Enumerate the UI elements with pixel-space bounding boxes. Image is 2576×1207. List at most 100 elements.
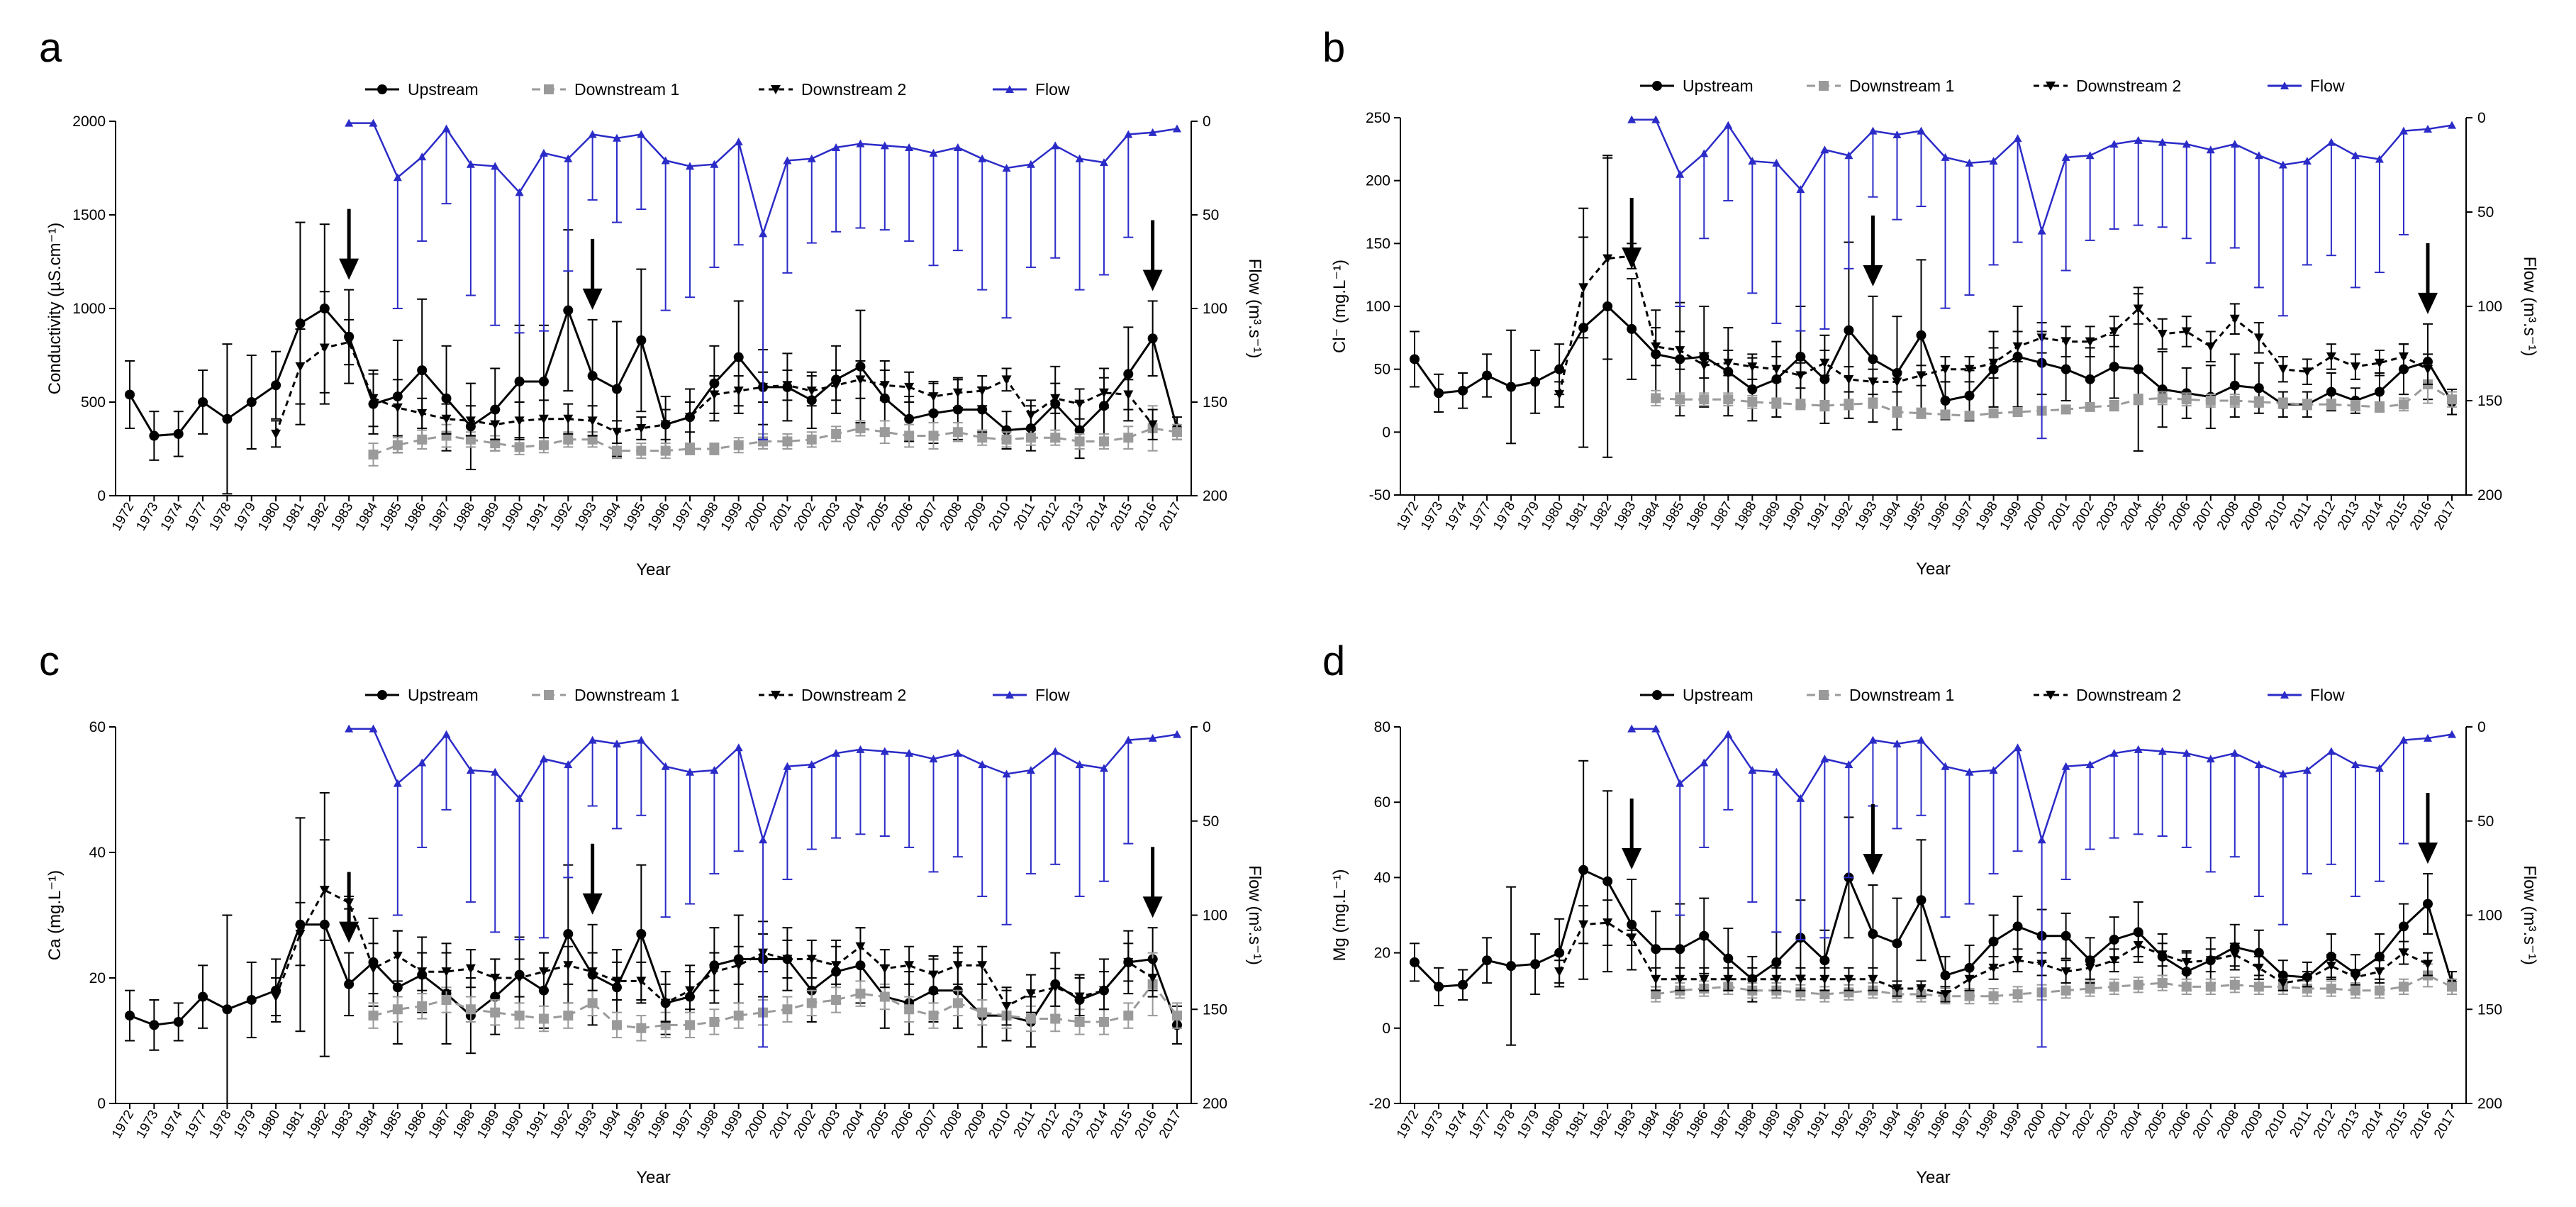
x-axis-label: Year xyxy=(636,560,671,579)
x-tick-label: 1996 xyxy=(1925,1108,1953,1141)
data-point xyxy=(1578,864,1589,875)
data-point xyxy=(832,749,841,757)
data-point xyxy=(611,1020,622,1030)
x-tick-label: 2005 xyxy=(2142,499,2170,533)
data-point xyxy=(2085,984,2095,994)
legend-label: Downstream 2 xyxy=(2076,77,2181,95)
data-point xyxy=(490,438,501,449)
data-point xyxy=(2181,394,2192,405)
data-point xyxy=(2133,304,2143,314)
data-point xyxy=(1699,974,1710,984)
data-point xyxy=(1795,371,1806,381)
data-point xyxy=(1554,390,1565,400)
data-point xyxy=(417,365,428,376)
data-point xyxy=(1124,130,1133,138)
data-point xyxy=(977,404,988,415)
y-tick-label: 60 xyxy=(89,719,106,735)
y-tick-label: 40 xyxy=(89,845,106,861)
data-point xyxy=(709,444,720,454)
legend-label: Upstream xyxy=(408,686,479,704)
x-tick-label: 1998 xyxy=(1973,1108,2001,1141)
series-line xyxy=(1632,118,2453,235)
data-point xyxy=(2012,342,2023,352)
data-point xyxy=(1723,358,1734,368)
data-point xyxy=(929,755,938,763)
x-tick-label: 2011 xyxy=(1011,500,1039,533)
data-point xyxy=(173,428,184,439)
series-flow xyxy=(1627,115,2456,440)
data-point xyxy=(2253,333,2264,343)
data-point xyxy=(1675,779,1685,787)
legend: Upstream Downstream 1 Downstream 2 Flow xyxy=(365,80,1070,99)
data-point xyxy=(1627,933,1637,943)
data-point xyxy=(1074,425,1085,435)
data-point xyxy=(587,434,598,445)
y-tick-label: 100 xyxy=(1366,299,1390,315)
y-tick-label: 60 xyxy=(1374,794,1390,811)
data-point xyxy=(905,749,914,757)
x-tick-label: 1977 xyxy=(1466,499,1494,533)
data-point xyxy=(1796,794,1805,802)
data-point xyxy=(515,794,524,802)
data-point xyxy=(1554,947,1565,958)
y2-tick-label: 200 xyxy=(1203,488,1227,504)
data-point xyxy=(345,724,354,733)
data-point xyxy=(490,1007,501,1018)
x-tick-label: 2002 xyxy=(791,1108,819,1141)
data-point xyxy=(783,156,792,165)
x-tick-label: 1972 xyxy=(109,1108,137,1141)
data-point xyxy=(149,430,160,441)
data-point xyxy=(1820,755,1829,763)
data-point xyxy=(1099,764,1108,772)
data-point xyxy=(2109,749,2119,757)
data-point xyxy=(417,434,428,445)
data-point xyxy=(953,143,962,151)
data-point xyxy=(1173,124,1181,133)
data-point xyxy=(1098,986,1109,996)
data-point xyxy=(2229,314,2240,324)
x-tick-label: 1986 xyxy=(401,1108,429,1141)
data-point xyxy=(1002,164,1011,172)
data-point xyxy=(2277,365,2288,374)
series-line xyxy=(1413,868,2453,988)
data-point xyxy=(1844,399,1854,410)
data-point xyxy=(2085,401,2095,412)
data-point xyxy=(1940,396,1951,406)
x-tick-label: 2012 xyxy=(2311,499,2338,533)
x-tick-label: 2004 xyxy=(2118,1108,2146,1141)
y2-tick-label: 0 xyxy=(1203,113,1211,130)
x-tick-label: 2012 xyxy=(1035,1108,1062,1141)
x-tick-label: 2009 xyxy=(961,1108,989,1141)
x-tick-label: 1996 xyxy=(645,500,673,533)
x-tick-label: 1998 xyxy=(693,1108,721,1141)
x-tick-label: 2012 xyxy=(1035,500,1062,533)
x-tick-label: 2016 xyxy=(1132,1108,1160,1141)
x-tick-label: 1997 xyxy=(669,1108,697,1141)
data-point xyxy=(2157,978,2168,989)
y-tick-label: 150 xyxy=(1366,235,1390,252)
data-point xyxy=(1940,409,1951,420)
data-point xyxy=(685,413,696,423)
x-tick-label: 2016 xyxy=(2407,499,2435,533)
data-point xyxy=(2302,157,2312,165)
data-point xyxy=(1892,130,1902,138)
x-tick-label: 1996 xyxy=(1925,499,1953,533)
data-point xyxy=(686,162,695,170)
data-point xyxy=(759,229,768,238)
data-point xyxy=(1458,385,1468,396)
data-point xyxy=(2182,140,2191,148)
x-tick-label: 1974 xyxy=(158,500,186,533)
y2-tick-label: 50 xyxy=(1203,813,1219,830)
x-tick-label: 2005 xyxy=(864,1108,892,1141)
data-point xyxy=(1940,990,1951,1000)
x-tick-label: 2001 xyxy=(766,1108,794,1141)
x-tick-label: 2011 xyxy=(2287,1108,2315,1140)
data-point xyxy=(806,434,817,445)
data-point xyxy=(1050,1013,1061,1024)
data-point xyxy=(1819,955,1830,966)
series-flow xyxy=(345,724,1181,1048)
data-point xyxy=(928,430,939,441)
data-point xyxy=(1123,433,1134,443)
legend-label: Flow xyxy=(1035,686,1070,704)
data-point xyxy=(1123,1011,1134,1021)
